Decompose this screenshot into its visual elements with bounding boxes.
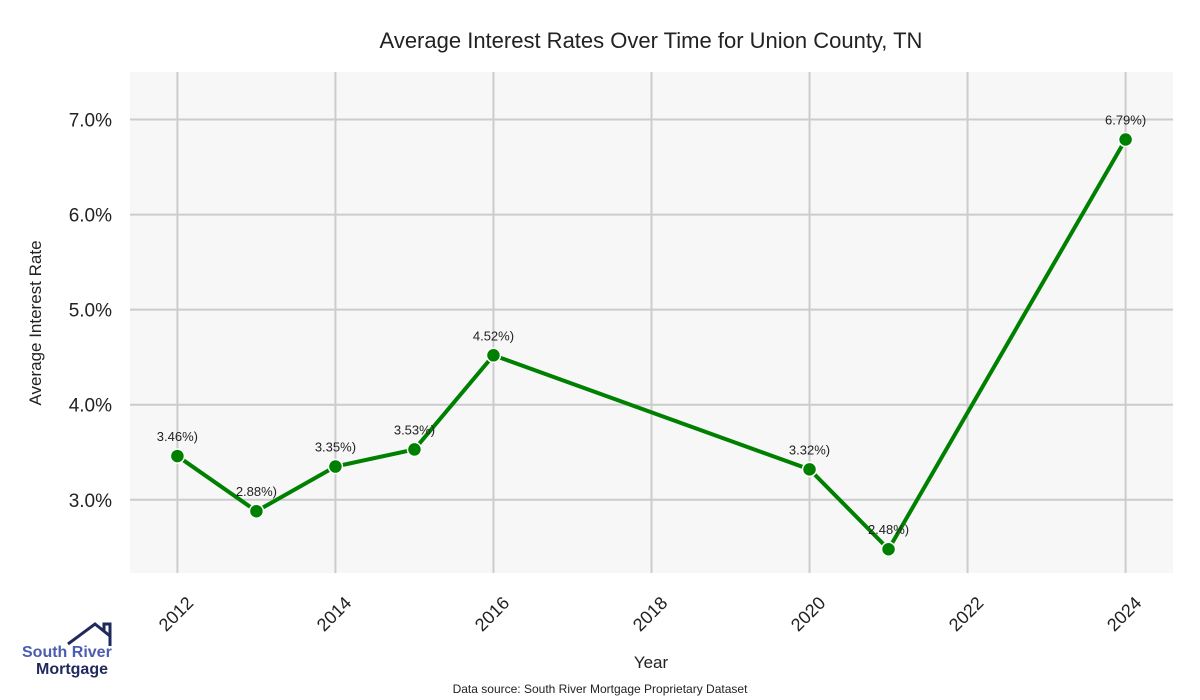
- y-tick-label: 6.0%: [69, 206, 112, 227]
- x-tick-label: 2018: [629, 593, 671, 635]
- y-tick-label: 5.0%: [69, 301, 112, 322]
- series-line: [176, 138, 1128, 553]
- x-tick-label: 2024: [1103, 593, 1145, 635]
- data-label: 3.35%): [315, 440, 356, 455]
- data-point: [327, 458, 344, 475]
- y-tick-label: 7.0%: [69, 111, 112, 132]
- x-tick-label: 2014: [313, 593, 355, 635]
- data-label: 6.79%): [1105, 112, 1146, 127]
- x-tick-label: 2022: [945, 593, 987, 635]
- data-label: 3.32%): [789, 442, 830, 457]
- data-point: [485, 347, 502, 364]
- x-axis-label: Year: [634, 653, 669, 672]
- data-label: 2.88%): [236, 484, 277, 499]
- logo-line1: South River: [22, 644, 112, 661]
- data-label: 3.46%): [157, 429, 198, 444]
- logo-line2: Mortgage: [36, 661, 108, 678]
- y-tick-label: 4.0%: [69, 396, 112, 417]
- y-tick-label: 3.0%: [69, 491, 112, 512]
- data-label: 2.48%): [868, 522, 909, 537]
- data-point: [801, 461, 818, 478]
- data-point: [406, 441, 423, 458]
- chart-title: Average Interest Rates Over Time for Uni…: [380, 28, 923, 53]
- data-point: [248, 503, 265, 519]
- x-tick-label: 2020: [787, 593, 829, 635]
- data-point: [169, 448, 186, 464]
- data-point: [1117, 131, 1134, 148]
- x-tick-label: 2012: [155, 593, 197, 635]
- house-icon: [67, 622, 112, 646]
- data-source-note: Data source: South River Mortgage Propri…: [453, 682, 748, 696]
- data-label: 3.53%): [394, 422, 435, 437]
- y-axis-label: Average Interest Rate: [26, 240, 45, 405]
- x-tick-label: 2016: [471, 593, 513, 635]
- data-label: 4.52%): [473, 328, 514, 343]
- data-point: [880, 541, 897, 557]
